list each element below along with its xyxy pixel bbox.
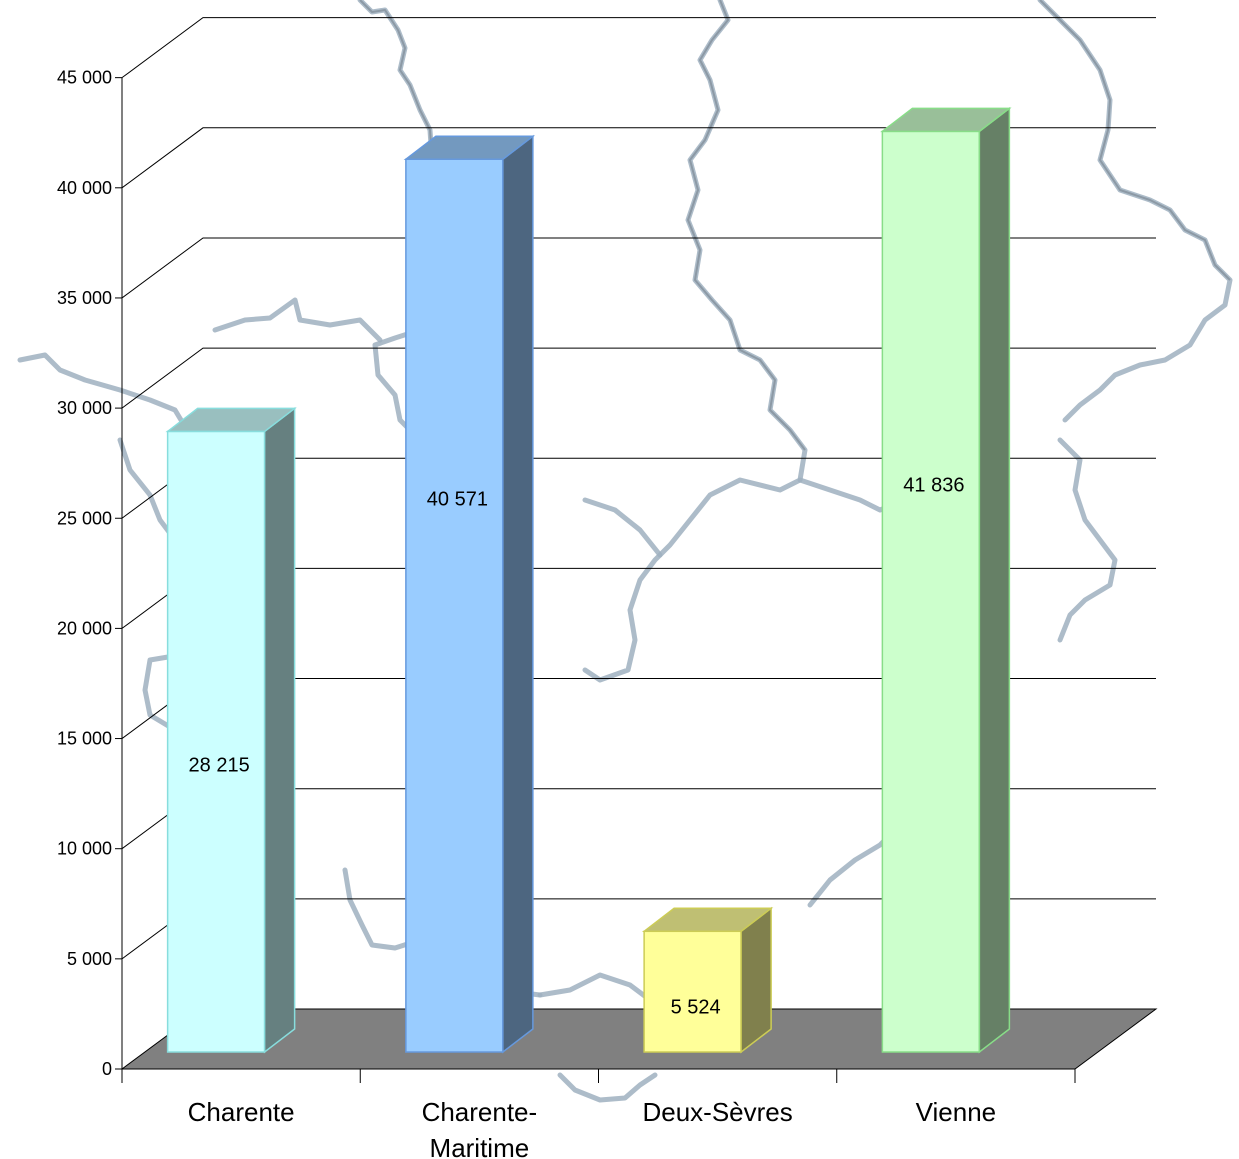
- bar-side: [740, 906, 772, 1054]
- y-tick-label: 10 000: [57, 839, 112, 859]
- gridline: [121, 17, 1156, 79]
- x-category-label: Vienne: [916, 1097, 997, 1127]
- bar-side: [263, 406, 296, 1054]
- bar-top: [641, 907, 774, 933]
- x-category-label: Deux-Sèvres: [642, 1097, 792, 1127]
- y-tick-label: 35 000: [57, 288, 112, 308]
- bar-side: [502, 134, 534, 1054]
- bar: [403, 134, 536, 1054]
- gridline: [121, 347, 1156, 409]
- y-tick-label: 40 000: [57, 178, 112, 198]
- bar: [880, 106, 1012, 1054]
- bar: [165, 406, 297, 1054]
- bar-value-label: 5 524: [671, 997, 721, 1019]
- bar-top: [403, 135, 536, 160]
- y-tick-label: 30 000: [57, 398, 112, 418]
- bar-front: [643, 930, 742, 1053]
- x-category-label: Maritime: [430, 1133, 530, 1159]
- x-category-label: Charente-: [422, 1097, 538, 1127]
- y-tick-label: 15 000: [57, 729, 112, 749]
- bar-value-label: 40 571: [427, 489, 488, 511]
- bar-front: [405, 158, 504, 1053]
- bar-side: [978, 106, 1011, 1054]
- x-category-label: Charente: [188, 1097, 295, 1127]
- gridline: [121, 237, 1156, 299]
- gridline: [121, 127, 1156, 189]
- y-tick-label: 20 000: [57, 618, 112, 638]
- y-tick-label: 25 000: [57, 508, 112, 528]
- y-tick-label: 45 000: [57, 68, 112, 88]
- bar-value-label: 28 215: [189, 755, 250, 777]
- bar: [641, 906, 774, 1054]
- bar-top: [880, 107, 1012, 133]
- bar-top: [165, 407, 297, 433]
- bar-front: [166, 430, 266, 1053]
- y-tick-label: 0: [102, 1059, 112, 1079]
- bar-value-label: 41 836: [903, 475, 964, 497]
- bar-front: [881, 130, 981, 1053]
- y-tick-label: 5 000: [67, 949, 112, 969]
